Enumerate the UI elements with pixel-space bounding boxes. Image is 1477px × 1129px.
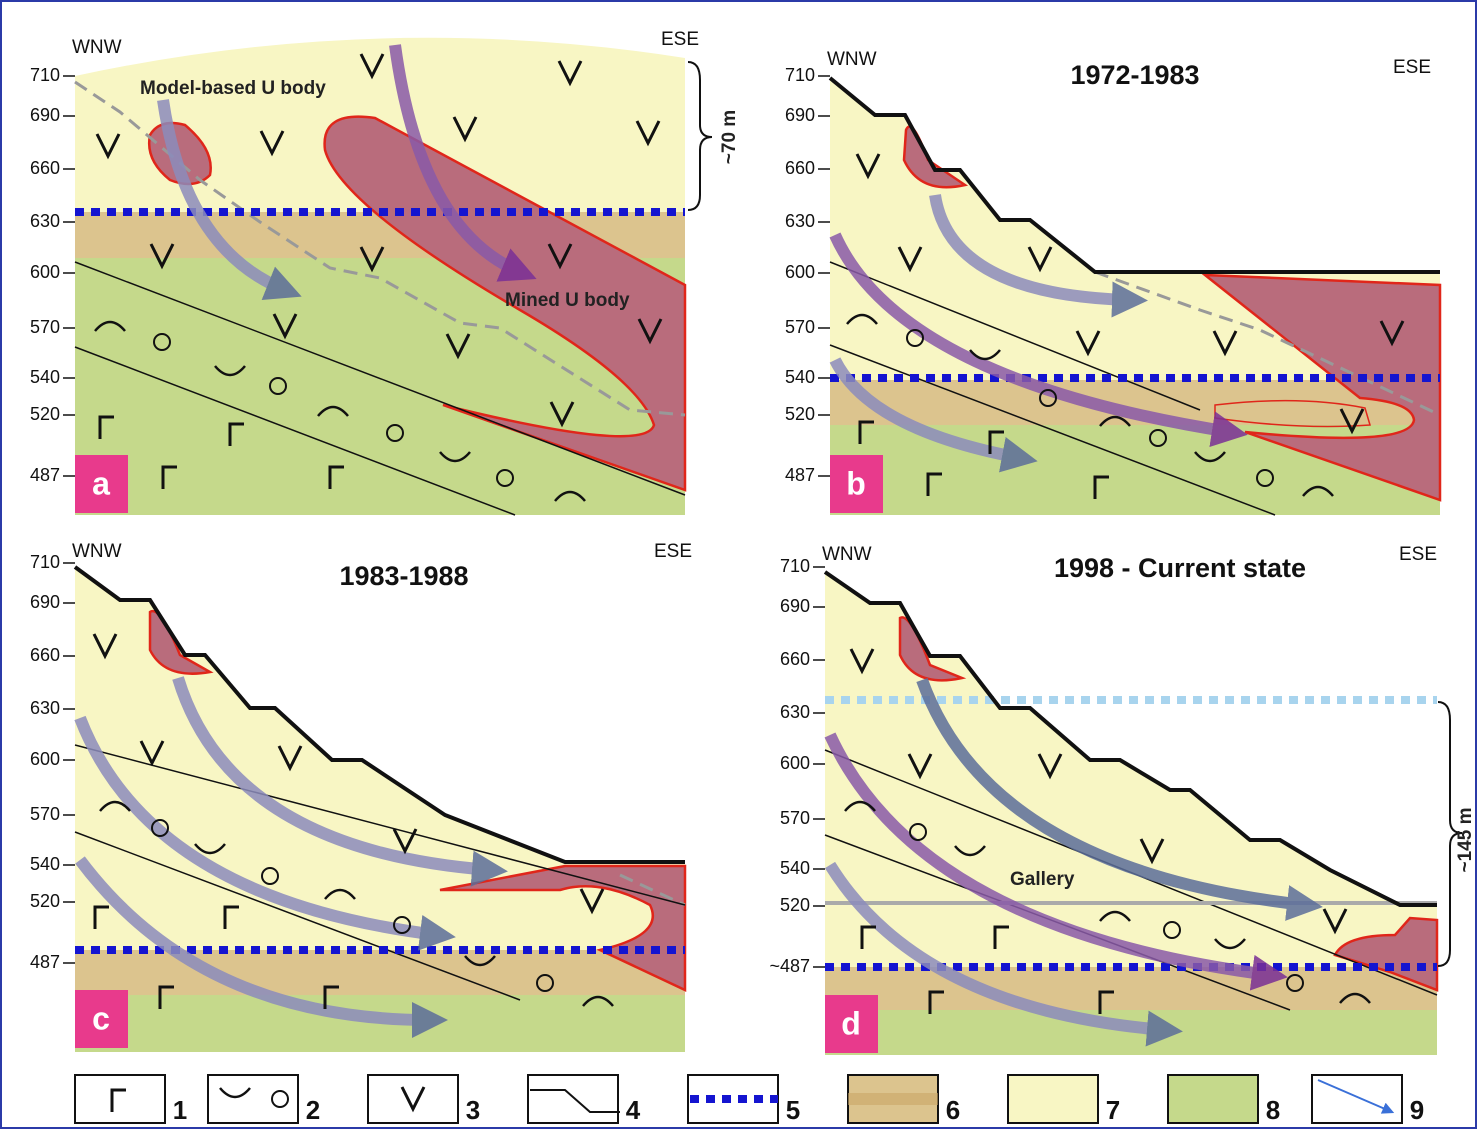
legend-box [75,1075,165,1123]
direction: WNW [827,49,877,70]
elevation-label: 690 [785,105,815,125]
elevation-label: 630 [30,698,60,718]
legend-label: 3 [466,1095,480,1125]
panel-label: b [846,465,866,501]
elevation-label: 570 [785,317,815,337]
diagram: Model-based U body Mined U body ~70 m 19… [0,0,1477,1129]
elevation-label: 710 [785,65,815,85]
panel-label: c [92,1000,110,1036]
elevation-label: 660 [780,649,810,669]
elevation-label: 660 [30,158,60,178]
elevation-label: 710 [30,65,60,85]
elevation-label: 520 [780,895,810,915]
elevation-label: ~487 [769,956,810,976]
elevation-label: 540 [780,858,810,878]
elevation-label: 600 [780,753,810,773]
annotation: Mined U body [505,290,630,311]
elevation-label: 520 [30,404,60,424]
annotation: Model-based U body [140,78,326,99]
elevation-label: 710 [30,552,60,572]
elevation-label: 540 [30,367,60,387]
direction: WNW [72,541,122,562]
elevation-label: 690 [30,105,60,125]
legend-label: 9 [1410,1095,1424,1125]
legend-label: 5 [786,1095,800,1125]
elevation-label: 690 [780,596,810,616]
direction: ESE [654,541,692,562]
elevation-label: 600 [30,262,60,282]
legend-box [688,1075,778,1123]
legend-label: 8 [1266,1095,1280,1125]
direction: WNW [822,544,872,565]
elevation-label: 660 [30,645,60,665]
panel-title: 1972-1983 [1070,60,1199,90]
elevation-label: 540 [30,854,60,874]
unit-6 [825,967,1437,1010]
elevation-label: 487 [785,465,815,485]
elevation-label: 487 [30,465,60,485]
brace [688,62,712,210]
elevation-label: 520 [30,891,60,911]
legend-box [1168,1075,1258,1123]
elevation-label: 710 [780,556,810,576]
direction: WNW [72,37,122,58]
elevation-label: 540 [785,367,815,387]
direction: ESE [661,29,699,50]
legend-label: 4 [626,1095,641,1125]
annotation: Gallery [1010,869,1075,890]
elevation-label: 690 [30,592,60,612]
elevation-label: 660 [785,158,815,178]
panel-label: a [92,465,110,501]
annotation: ~70 m [719,110,740,164]
elevation-label: 570 [780,808,810,828]
direction: ESE [1393,57,1431,78]
legend-symbol [848,1093,938,1105]
panel-label: d [841,1005,861,1041]
legend-label: 6 [946,1095,960,1125]
elevation-label: 570 [30,317,60,337]
elevation-label: 630 [30,211,60,231]
elevation-label: 520 [785,404,815,424]
elevation-label: 487 [30,952,60,972]
panel-title: 1983-1988 [339,561,468,591]
panel-title: 1998 - Current state [1054,553,1306,583]
elevation-label: 630 [785,211,815,231]
legend-box [368,1075,458,1123]
legend-label: 2 [306,1095,320,1125]
elevation-label: 600 [785,262,815,282]
legend-label: 7 [1106,1095,1120,1125]
direction: ESE [1399,544,1437,565]
legend-label: 1 [173,1095,187,1125]
elevation-label: 570 [30,804,60,824]
legend-box [528,1075,618,1123]
elevation-label: 600 [30,749,60,769]
elevation-label: 630 [780,702,810,722]
legend-box [208,1075,298,1123]
annotation: ~145 m [1455,808,1476,873]
legend-box [1008,1075,1098,1123]
